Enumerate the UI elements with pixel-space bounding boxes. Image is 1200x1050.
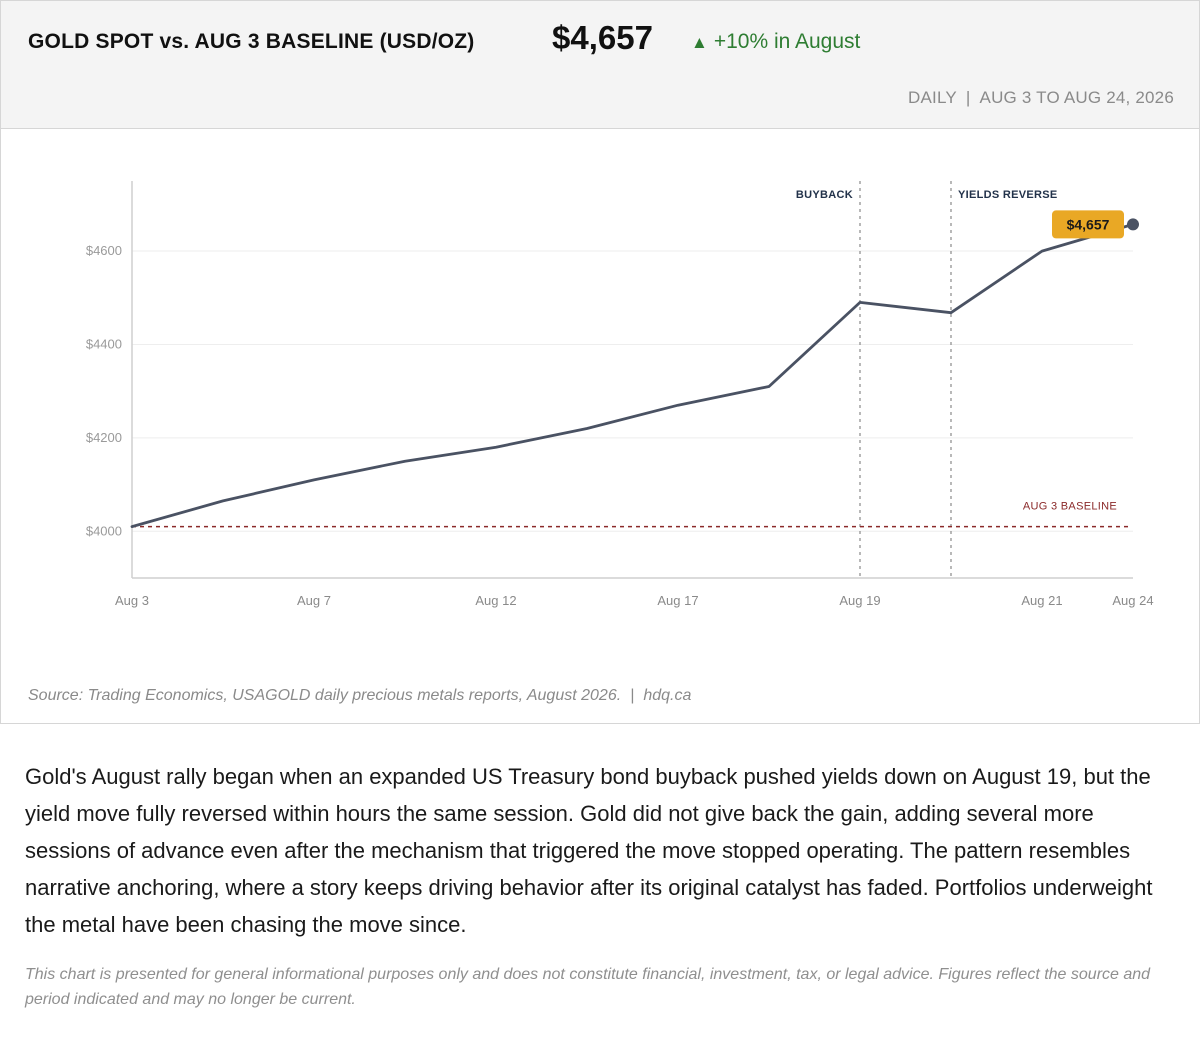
x-tick-label: Aug 17 [657,593,698,608]
period-range: AUG 3 TO AUG 24, 2026 [979,88,1174,107]
x-tick-label: Aug 19 [839,593,880,608]
disclaimer-text: This chart is presented for general info… [25,966,1151,1008]
baseline-label: AUG 3 BASELINE [1023,501,1117,513]
event-marker-label: YIELDS REVERSE [958,189,1058,201]
source-note: Source: Trading Economics, USAGOLD daily… [28,687,691,705]
source-site: hdq.ca [643,687,692,704]
commentary-paragraph: Gold's August rally began when an expand… [25,764,1153,937]
period-separator: | [965,88,971,107]
price-change-text: +10% in August [713,30,861,53]
price-series-line [130,223,1135,529]
x-tick-label: Aug 24 [1112,593,1153,608]
last-price-callout-box [1052,210,1124,239]
x-tick-label: Aug 7 [297,593,331,608]
event-marker-label: BUYBACK [796,189,853,201]
y-tick-label: $4600 [86,243,122,258]
line-chart: $4000 $4200 $4400 $4600 Aug 3 Aug 7 Aug 12 Aug … [86,181,1154,608]
source-text: Source: Trading Economics, USAGOLD daily… [28,687,622,704]
chart-card: GOLD SPOT vs. AUG 3 BASELINE (USD/OZ) $4… [0,0,1200,724]
up-arrow-icon: ▲ [691,33,708,52]
last-price-callout-label: $4,657 [1067,216,1110,232]
chart-title: GOLD SPOT vs. AUG 3 BASELINE (USD/OZ) [28,30,475,53]
source-separator: | [630,687,635,704]
x-tick-label: Aug 12 [475,593,516,608]
chart-header: GOLD SPOT vs. AUG 3 BASELINE (USD/OZ) $4… [1,1,1199,129]
y-tick-label: $4000 [86,523,122,538]
period-label: DAILY | AUG 3 TO AUG 24, 2026 [908,88,1174,108]
period-frequency: DAILY [908,88,957,107]
y-tick-label: $4200 [86,430,122,445]
last-price-point [1127,218,1139,231]
y-tick-label: $4400 [86,336,122,351]
x-tick-label: Aug 3 [115,593,149,608]
price-change: ▲ +10% in August [691,30,860,54]
current-price: $4,657 [552,19,653,56]
x-tick-label: Aug 21 [1021,593,1062,608]
